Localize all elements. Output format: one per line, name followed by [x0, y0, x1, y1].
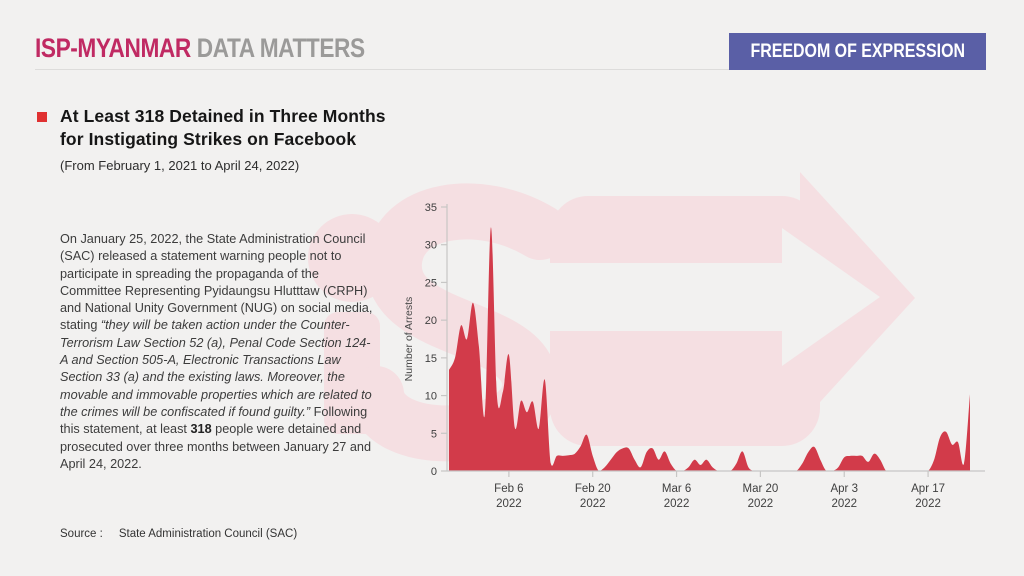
y-tick-label: 0	[431, 466, 437, 478]
page-title: At Least 318 Detained in Three Months fo…	[60, 105, 386, 151]
watermark-shapes	[308, 172, 915, 462]
watermark-s-shape	[348, 183, 568, 462]
x-tick-label-year: 2022	[748, 498, 774, 510]
y-tick-label: 10	[425, 391, 437, 403]
title-bullet-square	[37, 112, 47, 122]
y-tick-label: 35	[425, 202, 437, 214]
body-part1: On January 25, 2022, the State Administr…	[60, 232, 373, 333]
arrests-chart-container: 0 5 10 15 20 25 30 35 Feb 6 2022 Feb 20 2022 Mar 6 20…	[390, 180, 1010, 520]
page-title-line2: for Instigating Strikes on Facebook	[60, 129, 357, 149]
y-tick-label: 30	[425, 240, 437, 252]
x-tick-label-date: Mar 6	[662, 483, 691, 495]
source-label: Source :	[60, 528, 103, 540]
y-axis-title: Number of Arrests	[403, 297, 415, 382]
x-tick-label-year: 2022	[915, 498, 941, 510]
x-tick-label-date: Feb 6	[494, 483, 523, 495]
logo-secondary: DATA MATTERS	[196, 33, 365, 63]
arrests-area-series	[449, 227, 970, 471]
x-tick-label-year: 2022	[831, 498, 857, 510]
y-tick-label: 5	[431, 428, 437, 440]
x-tick-label-year: 2022	[496, 498, 522, 510]
arrests-chart: 0 5 10 15 20 25 30 35 Feb 6 2022 Feb 20 2022 Mar 6 20…	[403, 202, 985, 510]
body-part2-before: Following this statement, at least	[60, 404, 368, 437]
body-part2-after: people were detained and prosecuted over…	[60, 422, 372, 471]
header-divider	[35, 69, 729, 70]
x-tick-label-date: Apr 3	[830, 483, 858, 495]
y-tick-label: 25	[425, 277, 437, 289]
topic-badge-label: FREEDOM OF EXPRESSION	[750, 40, 965, 62]
watermark-arrow-shaft	[545, 263, 785, 331]
y-tick-label: 20	[425, 315, 437, 327]
y-tick-label: 15	[425, 353, 437, 365]
x-tick-label-year: 2022	[580, 498, 606, 510]
source-value: State Administration Council (SAC)	[118, 528, 298, 540]
x-tick-label-date: Feb 20	[575, 483, 611, 495]
date-range-subtitle: (From February 1, 2021 to April 24, 2022…	[60, 158, 300, 173]
logo-primary: ISP-MYANMAR	[35, 33, 191, 63]
topic-badge: FREEDOM OF EXPRESSION	[729, 33, 986, 70]
x-tick-label-date: Mar 20	[743, 483, 779, 495]
x-tick-label-date: Apr 17	[911, 483, 945, 495]
watermark-arrow-head	[782, 228, 880, 366]
logo: ISP-MYANMAR DATA MATTERS	[35, 33, 365, 64]
body-quote: “they will be taken action under the Cou…	[60, 318, 372, 419]
source-line: Source : State Administration Council (SA…	[60, 528, 297, 540]
x-tick-label-year: 2022	[664, 498, 690, 510]
page-title-line1: At Least 318 Detained in Three Months	[60, 106, 386, 126]
body-paragraph: On January 25, 2022, the State Administr…	[60, 231, 376, 473]
body-detained-count: 318	[190, 422, 212, 437]
